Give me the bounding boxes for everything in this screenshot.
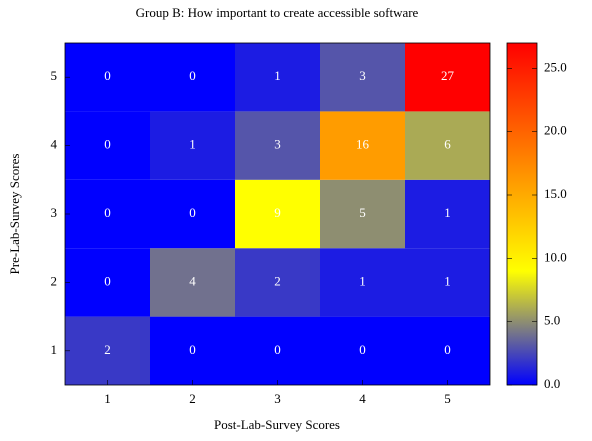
heatmap-cell (320, 316, 405, 385)
heatmap-cell (150, 43, 235, 112)
x-tick-label: 3 (274, 391, 281, 406)
cell-label: 0 (189, 205, 196, 220)
heatmap-cell (320, 179, 405, 249)
heatmap-cell (235, 316, 320, 385)
y-tick-label: 3 (51, 205, 58, 220)
heatmap-cell (150, 248, 235, 317)
cell-label: 27 (441, 68, 455, 83)
x-tick-label: 1 (104, 391, 111, 406)
cell-label: 0 (104, 137, 111, 152)
heatmap-cell (65, 43, 150, 112)
cell-label: 0 (104, 273, 111, 288)
chart-title: Group B: How important to create accessi… (136, 5, 419, 20)
cell-label: 1 (444, 273, 451, 288)
y-tick-label: 4 (51, 137, 58, 152)
cell-label: 1 (359, 273, 366, 288)
cell-label: 6 (444, 137, 451, 152)
x-tick-label: 4 (359, 391, 366, 406)
y-tick-label: 1 (51, 342, 58, 357)
y-axis-label: Pre-Lab-Survey Scores (7, 154, 22, 275)
heatmap-cell (320, 248, 405, 317)
colorbar-tick-label: 20.0 (544, 123, 567, 138)
cell-label: 0 (104, 205, 111, 220)
colorbar-tick-label: 25.0 (544, 59, 567, 74)
heatmap-cell (235, 248, 320, 317)
cell-label: 3 (274, 137, 281, 152)
heatmap-cell (65, 248, 150, 317)
colorbar-tick-label: 0.0 (544, 376, 560, 391)
heatmap-cell (405, 316, 490, 385)
cell-label: 2 (104, 342, 111, 357)
cell-label: 0 (189, 68, 196, 83)
heatmap-cell (150, 111, 235, 180)
colorbar (506, 42, 538, 386)
x-axis-label: Post-Lab-Survey Scores (214, 417, 340, 432)
heatmap-cell (65, 179, 150, 249)
heatmap-cell (150, 316, 235, 385)
heatmap-cell (405, 111, 490, 180)
y-tick-label: 5 (51, 68, 58, 83)
y-tick-label: 2 (51, 273, 58, 288)
cell-label: 3 (359, 68, 366, 83)
cell-label: 1 (444, 205, 451, 220)
heatmap-cell (320, 111, 405, 180)
cell-label: 0 (189, 342, 196, 357)
colorbar-tick-label: 10.0 (544, 249, 567, 264)
x-tick-label: 2 (189, 391, 196, 406)
heatmap-cell (405, 179, 490, 249)
cell-label: 16 (356, 137, 370, 152)
cell-label: 0 (359, 342, 366, 357)
cell-label: 0 (104, 68, 111, 83)
cell-label: 9 (274, 205, 281, 220)
x-tick-label: 5 (444, 391, 451, 406)
cell-label: 0 (274, 342, 281, 357)
cell-label: 1 (189, 137, 196, 152)
colorbar-tick-label: 15.0 (544, 186, 567, 201)
cell-label: 4 (189, 273, 196, 288)
heatmap-cell (235, 179, 320, 249)
heatmap-cell (320, 43, 405, 112)
cell-label: 1 (274, 68, 281, 83)
heatmap-cell (405, 43, 490, 112)
heatmap-cell (150, 179, 235, 249)
heatmap-cell (235, 111, 320, 180)
cell-label: 0 (444, 342, 451, 357)
heatmap-cell (235, 43, 320, 112)
cell-label: 5 (359, 205, 366, 220)
heatmap-cell (405, 248, 490, 317)
cell-label: 2 (274, 273, 281, 288)
colorbar-tick-label: 5.0 (544, 313, 560, 328)
heatmap-cell (65, 316, 150, 385)
heatmap-cell (65, 111, 150, 180)
